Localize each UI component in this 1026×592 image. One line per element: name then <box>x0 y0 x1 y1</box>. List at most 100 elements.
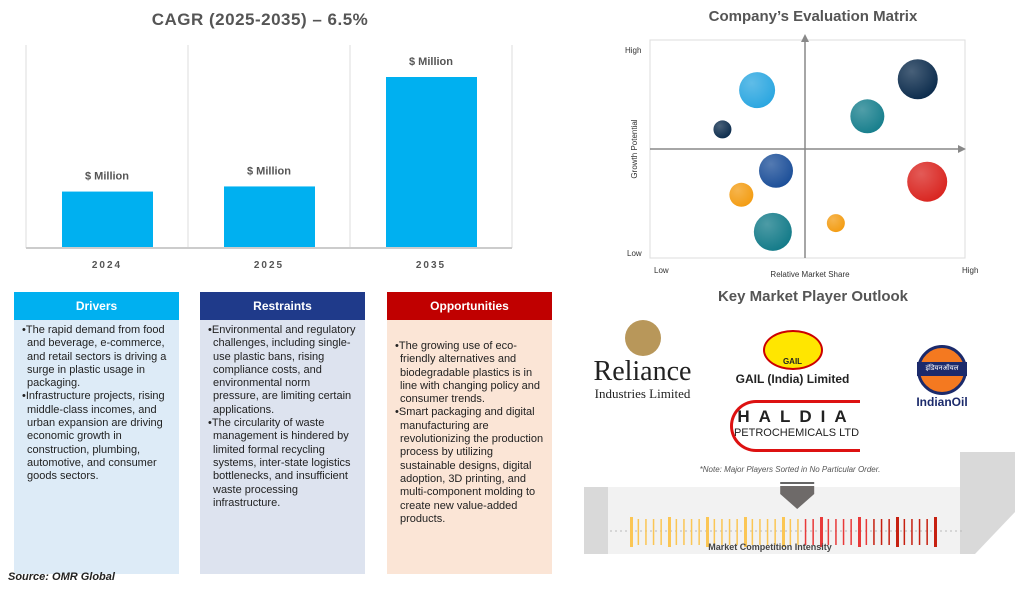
company-bubble <box>759 153 793 188</box>
company-bubble <box>897 59 938 100</box>
intensity-tick <box>698 519 700 545</box>
gail-emblem-icon: GAIL <box>762 330 823 370</box>
arrow-up-icon <box>801 34 809 42</box>
box-list: The growing use of eco-friendly alternat… <box>387 320 552 526</box>
intensity-tick <box>652 519 655 545</box>
matrix-title: Company’s Evaluation Matrix <box>708 8 918 25</box>
x-tick-label: 2025 <box>254 260 284 271</box>
intensity-tick <box>774 519 776 545</box>
intensity-tick <box>804 519 807 545</box>
intensity-tick <box>683 519 685 545</box>
intensity-tick <box>820 517 823 547</box>
x-tick-low: Low <box>654 266 669 275</box>
intensity-tick <box>706 517 709 547</box>
intensity-tick <box>812 519 814 545</box>
list-item: Smart packaging and digital manufacturin… <box>395 406 546 526</box>
box-header: Restraints <box>200 292 365 320</box>
intensity-tick <box>858 517 861 547</box>
haldia-logo: HALDIA PETROCHEMICALS LTD <box>730 400 860 452</box>
list-item: The rapid demand from food and beverage,… <box>22 324 173 390</box>
company-bubble <box>729 182 754 207</box>
intensity-tick <box>675 519 678 545</box>
intensity-tick <box>782 517 785 547</box>
intensity-tick <box>873 519 875 545</box>
intensity-tick <box>918 519 921 545</box>
players-note: *Note: Major Players Sorted in No Partic… <box>699 465 881 474</box>
intensity-tick <box>721 519 723 545</box>
intensity-tick <box>797 519 799 545</box>
haldia-name: HALDIA <box>737 407 856 426</box>
bar-2025 <box>224 186 315 248</box>
arrow-right-icon <box>958 145 966 153</box>
intensity-tick <box>850 519 852 545</box>
intensity-tick <box>766 519 769 545</box>
restraints-box: Restraints Environmental and regulatory c… <box>200 292 365 574</box>
key-player-title: Key Market Player Outlook <box>717 288 909 305</box>
intensity-tick <box>630 517 633 547</box>
company-bubble <box>753 212 792 251</box>
company-bubble <box>739 72 776 109</box>
intensity-tick <box>660 519 662 545</box>
company-bubble <box>907 161 948 202</box>
reliance-emblem-icon <box>624 320 661 356</box>
box-list: Environmental and regulatory challenges,… <box>200 320 365 510</box>
opportunities-box: Opportunities The growing use of eco-frie… <box>387 292 552 574</box>
intensity-tick <box>827 519 830 545</box>
pointer-bar <box>780 482 815 484</box>
intensity-tick <box>911 519 913 545</box>
intensity-tick <box>865 519 868 545</box>
gauge-right-cap <box>960 452 1015 554</box>
x-axis-label: Relative Market Share <box>770 270 850 279</box>
list-item: The circularity of waste management is h… <box>208 417 359 510</box>
competition-intensity-gauge <box>584 452 1015 554</box>
drivers-box: Drivers The rapid demand from food and be… <box>14 292 179 574</box>
y-axis-label: Growth Potential <box>630 119 639 178</box>
indianoil-badge: इंडियनऑयल <box>917 362 967 376</box>
bar-chart: $ Million 2024 $ Million 2025 $ Million 2035 <box>25 45 513 271</box>
intensity-tick <box>744 517 747 547</box>
indianoil-emblem-icon: इंडियनऑयल <box>917 345 967 395</box>
gail-name: GAIL (India) Limited <box>735 372 850 386</box>
intensity-tick <box>645 519 647 545</box>
gauge-left-cap <box>584 487 608 554</box>
intensity-tick <box>896 517 899 547</box>
source-note: Source: OMR Global <box>8 571 115 583</box>
x-tick-high: High <box>962 266 978 275</box>
indianoil-name: IndianOil <box>916 395 968 409</box>
intensity-tick <box>880 519 883 545</box>
x-tick-label: 2024 <box>92 260 122 271</box>
list-item: Infrastructure projects, rising middle-c… <box>22 390 173 483</box>
bar-2035 <box>386 77 477 248</box>
reliance-name: Reliance <box>593 356 692 387</box>
intensity-tick <box>842 519 845 545</box>
y-tick-high: High <box>625 46 641 55</box>
reliance-sub: Industries Limited <box>594 386 691 401</box>
gail-logo: GAIL GAIL (India) Limited <box>725 330 860 386</box>
intensity-tick <box>713 519 716 545</box>
intensity-tick <box>690 519 693 545</box>
intensity-tick <box>789 519 792 545</box>
reliance-logo: Reliance Industries Limited <box>580 320 705 402</box>
intensity-label: Market Competition Intensity <box>708 542 832 552</box>
box-list: The rapid demand from food and beverage,… <box>14 320 179 484</box>
evaluation-matrix: High Low Low High Relative Market Share Growt… <box>625 34 978 279</box>
company-bubble <box>850 99 885 134</box>
haldia-sub: PETROCHEMICALS LTD <box>733 427 860 439</box>
box-header: Drivers <box>14 292 179 320</box>
data-label: $ Million <box>409 56 453 68</box>
cagr-title: CAGR (2025-2035) – 6.5% <box>151 10 369 29</box>
company-bubble <box>713 120 732 139</box>
intensity-tick <box>759 519 761 545</box>
intensity-tick <box>668 517 671 547</box>
intensity-tick <box>736 519 738 545</box>
data-label: $ Million <box>247 165 291 177</box>
intensity-tick <box>934 517 937 547</box>
list-item: Environmental and regulatory challenges,… <box>208 324 359 417</box>
intensity-tick <box>751 519 754 545</box>
intensity-tick <box>835 519 837 545</box>
box-header: Opportunities <box>387 292 552 320</box>
data-label: $ Million <box>85 171 129 183</box>
intensity-tick <box>637 519 640 545</box>
intensity-tick <box>728 519 731 545</box>
intensity-tick <box>888 519 890 545</box>
